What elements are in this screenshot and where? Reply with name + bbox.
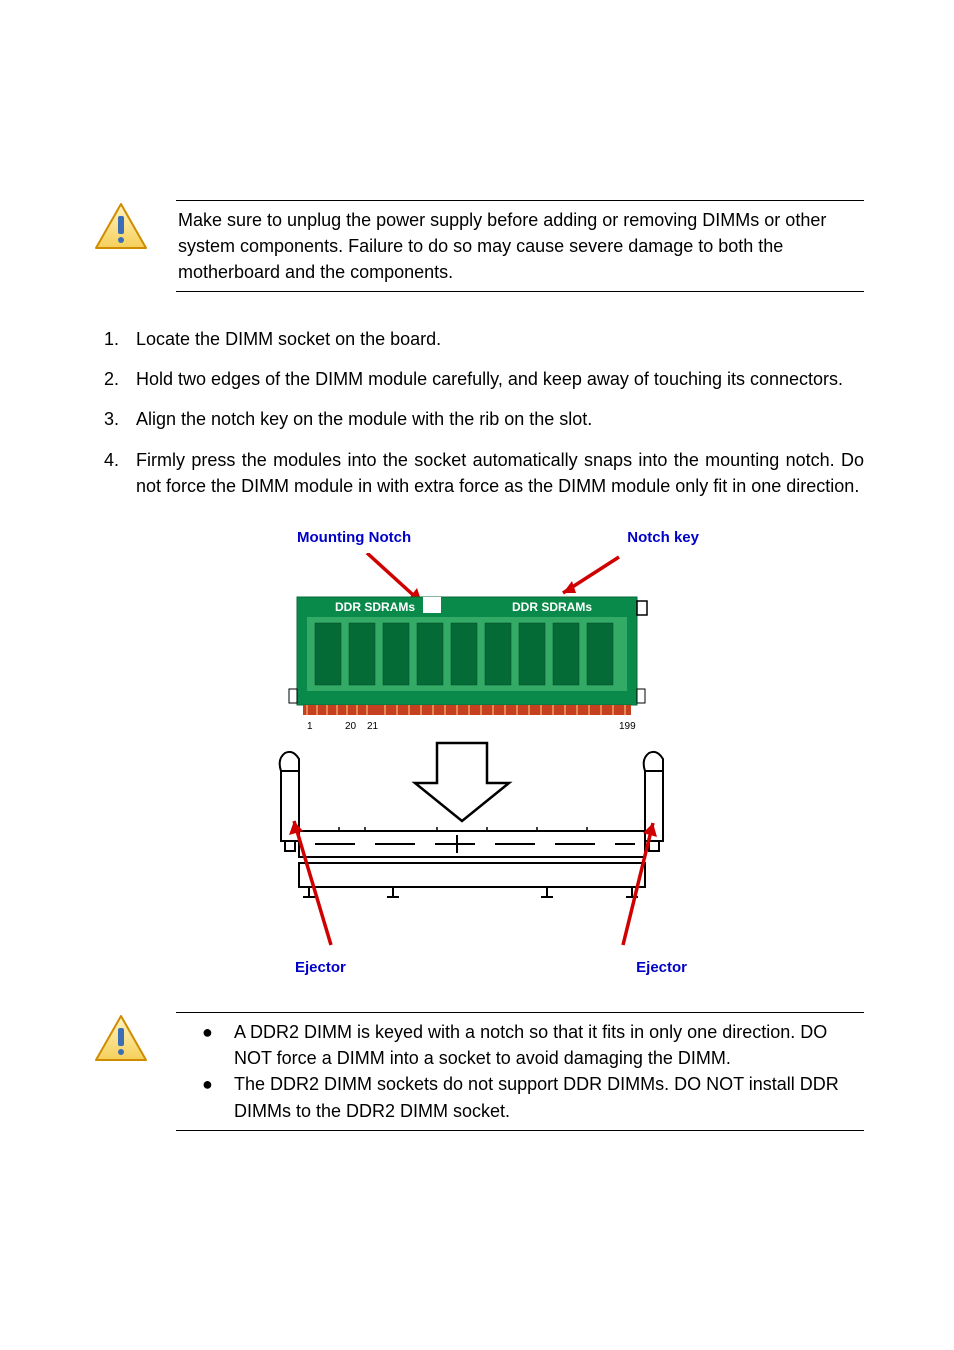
caution-bottom-list: A DDR2 DIMM is keyed with a notch so tha…: [178, 1019, 862, 1123]
caution-bottom-item-2: The DDR2 DIMM sockets do not support DDR…: [208, 1071, 862, 1123]
step-2: Hold two edges of the DIMM module carefu…: [124, 366, 864, 392]
label-ejector-right: Ejector: [636, 957, 687, 979]
svg-text:1: 1: [307, 721, 313, 732]
step-4: Firmly press the modules into the socket…: [124, 447, 864, 499]
caution-icon-cell-2: [90, 1012, 152, 1064]
caution-callout-bottom: A DDR2 DIMM is keyed with a notch so tha…: [90, 1012, 864, 1130]
step-1-text: Locate the DIMM socket on the board.: [136, 329, 441, 349]
down-arrow-icon: [415, 743, 509, 821]
caution-icon: [94, 1014, 148, 1064]
svg-text:21: 21: [367, 721, 379, 732]
dimm-text-right: DDR SDRAMs: [512, 600, 592, 614]
label-ejector-left: Ejector: [295, 957, 346, 979]
label-notch-key: Notch key: [627, 527, 699, 549]
dimm-diagram-svg: DDR SDRAMs DDR SDRAMs: [227, 553, 727, 953]
caution-icon: [94, 202, 148, 252]
dimm-figure: Mounting Notch Notch key DDR SDRAMs DDR …: [227, 527, 727, 979]
figure-bottom-labels: Ejector Ejector: [227, 953, 727, 979]
caution-icon-cell: [90, 200, 152, 252]
caution-callout-top: Make sure to unplug the power supply bef…: [90, 200, 864, 292]
caution-top-paragraph: Make sure to unplug the power supply bef…: [178, 210, 826, 282]
caution-text-bottom: A DDR2 DIMM is keyed with a notch so tha…: [176, 1012, 864, 1130]
dimm-figure-wrap: Mounting Notch Notch key DDR SDRAMs DDR …: [90, 527, 864, 979]
step-2-text: Hold two edges of the DIMM module carefu…: [136, 369, 843, 389]
caution-bottom-item-2-text: The DDR2 DIMM sockets do not support DDR…: [234, 1074, 839, 1120]
caution-text-top: Make sure to unplug the power supply bef…: [176, 200, 864, 292]
figure-top-labels: Mounting Notch Notch key: [227, 527, 727, 553]
caution-bottom-item-1-text: A DDR2 DIMM is keyed with a notch so tha…: [234, 1022, 827, 1068]
step-3-text: Align the notch key on the module with t…: [136, 409, 592, 429]
step-4-text: Firmly press the modules into the socket…: [136, 450, 864, 496]
contact-count: 199: [619, 721, 636, 732]
dimm-text-left: DDR SDRAMs: [335, 600, 415, 614]
caution-bottom-item-1: A DDR2 DIMM is keyed with a notch so tha…: [208, 1019, 862, 1071]
install-steps-list: Locate the DIMM socket on the board. Hol…: [90, 326, 864, 498]
step-1: Locate the DIMM socket on the board.: [124, 326, 864, 352]
dimm-module: DDR SDRAMs DDR SDRAMs: [289, 597, 647, 732]
svg-text:20: 20: [345, 721, 357, 732]
document-page: Make sure to unplug the power supply bef…: [0, 0, 954, 1350]
label-mounting-notch: Mounting Notch: [297, 527, 411, 549]
step-3: Align the notch key on the module with t…: [124, 406, 864, 432]
